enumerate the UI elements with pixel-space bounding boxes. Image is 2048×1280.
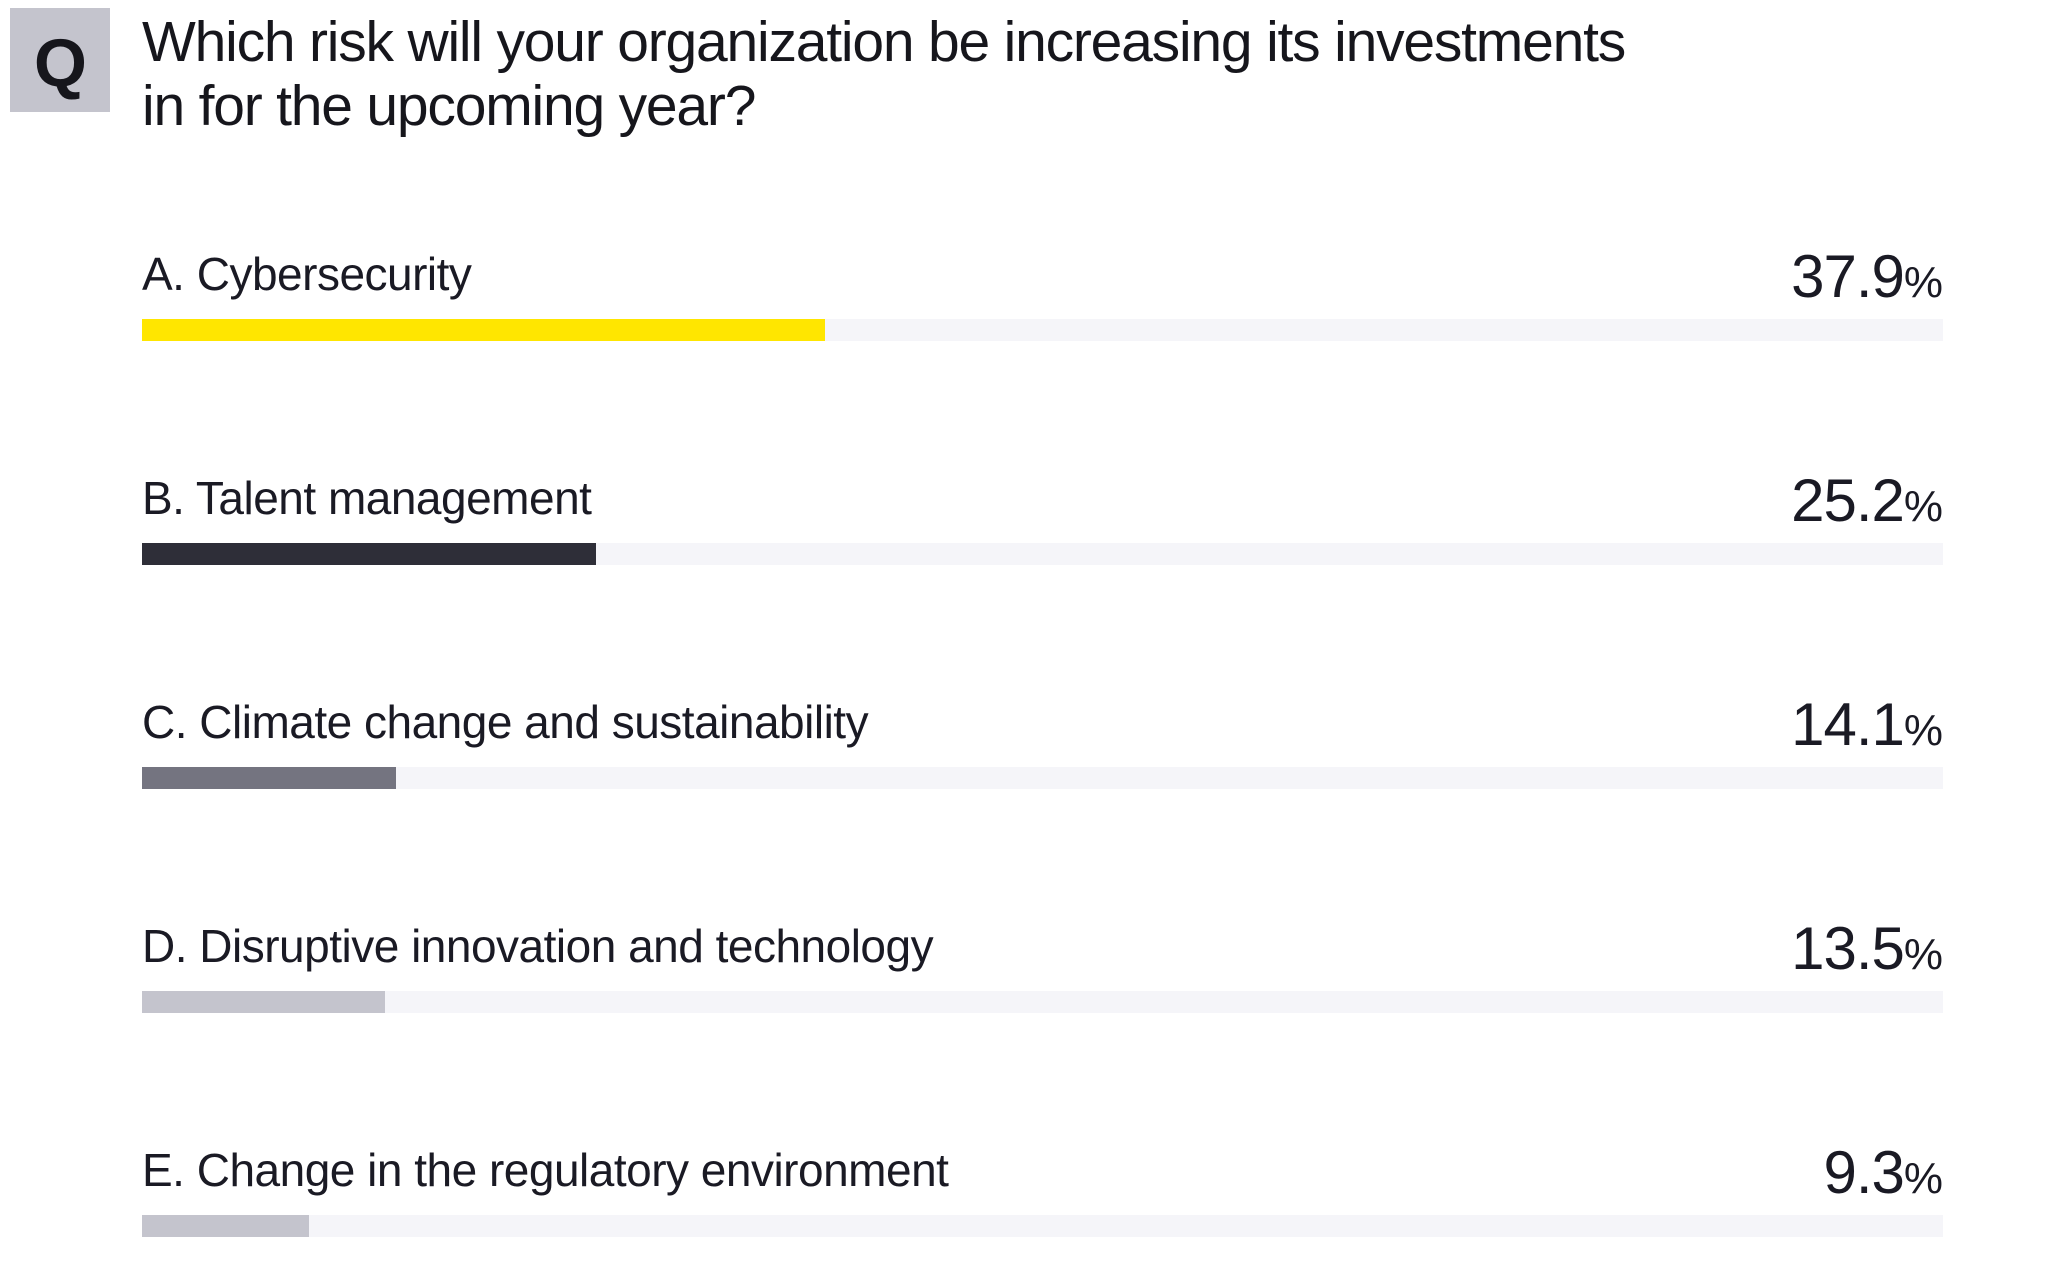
option-row-c: C. Climate change and sustainability 14.… xyxy=(142,694,1943,789)
option-label: A. Cybersecurity xyxy=(142,247,472,300)
bar-fill xyxy=(142,1214,310,1237)
percent-number: 14.1 xyxy=(1791,690,1905,758)
option-label: D. Disruptive innovation and technology xyxy=(142,919,934,972)
option-row-b: B. Talent management 25.2% xyxy=(142,470,1943,565)
option-row-a: A. Cybersecurity 37.9% xyxy=(142,246,1943,341)
percent-number: 25.2 xyxy=(1791,466,1905,534)
bar-fill xyxy=(142,318,825,341)
bar-fill xyxy=(142,542,596,565)
option-row-e: E. Change in the regulatory environment … xyxy=(142,1142,1943,1237)
question-title-line1: Which risk will your organization be inc… xyxy=(142,10,1626,74)
bar-track xyxy=(142,990,1943,1013)
option-percent: 25.2% xyxy=(1791,470,1943,531)
percent-sign: % xyxy=(1903,1153,1943,1203)
percent-number: 9.3 xyxy=(1823,1138,1904,1206)
bar-track xyxy=(142,318,1943,341)
bar-fill xyxy=(142,990,386,1013)
question-title-line2: in for the upcoming year? xyxy=(142,74,756,139)
percent-sign: % xyxy=(1903,929,1943,979)
option-percent: 13.5% xyxy=(1791,918,1943,979)
bar-track xyxy=(142,766,1943,789)
poll-options-list: A. Cybersecurity 37.9% B. Talent managem… xyxy=(142,246,1943,1237)
percent-number: 13.5 xyxy=(1791,914,1905,982)
option-row-head: D. Disruptive innovation and technology … xyxy=(142,918,1943,981)
bar-fill xyxy=(142,766,396,789)
question-header: Q Which risk will your organization be i… xyxy=(0,0,2048,139)
option-row-head: C. Climate change and sustainability 14.… xyxy=(142,694,1943,757)
percent-sign: % xyxy=(1903,257,1943,307)
percent-number: 37.9 xyxy=(1791,242,1905,310)
bar-track xyxy=(142,542,1943,565)
option-label: C. Climate change and sustainability xyxy=(142,695,869,748)
option-percent: 37.9% xyxy=(1791,246,1943,307)
question-title: Which risk will your organization be inc… xyxy=(142,8,1626,139)
option-label: B. Talent management xyxy=(142,471,592,524)
option-percent: 9.3% xyxy=(1823,1142,1943,1203)
percent-sign: % xyxy=(1903,705,1943,755)
option-percent: 14.1% xyxy=(1791,694,1943,755)
option-row-head: E. Change in the regulatory environment … xyxy=(142,1142,1943,1205)
option-label: E. Change in the regulatory environment xyxy=(142,1143,949,1196)
option-row-d: D. Disruptive innovation and technology … xyxy=(142,918,1943,1013)
question-badge: Q xyxy=(10,8,110,112)
bar-track xyxy=(142,1214,1943,1237)
percent-sign: % xyxy=(1903,481,1943,531)
option-row-head: A. Cybersecurity 37.9% xyxy=(142,246,1943,309)
option-row-head: B. Talent management 25.2% xyxy=(142,470,1943,533)
